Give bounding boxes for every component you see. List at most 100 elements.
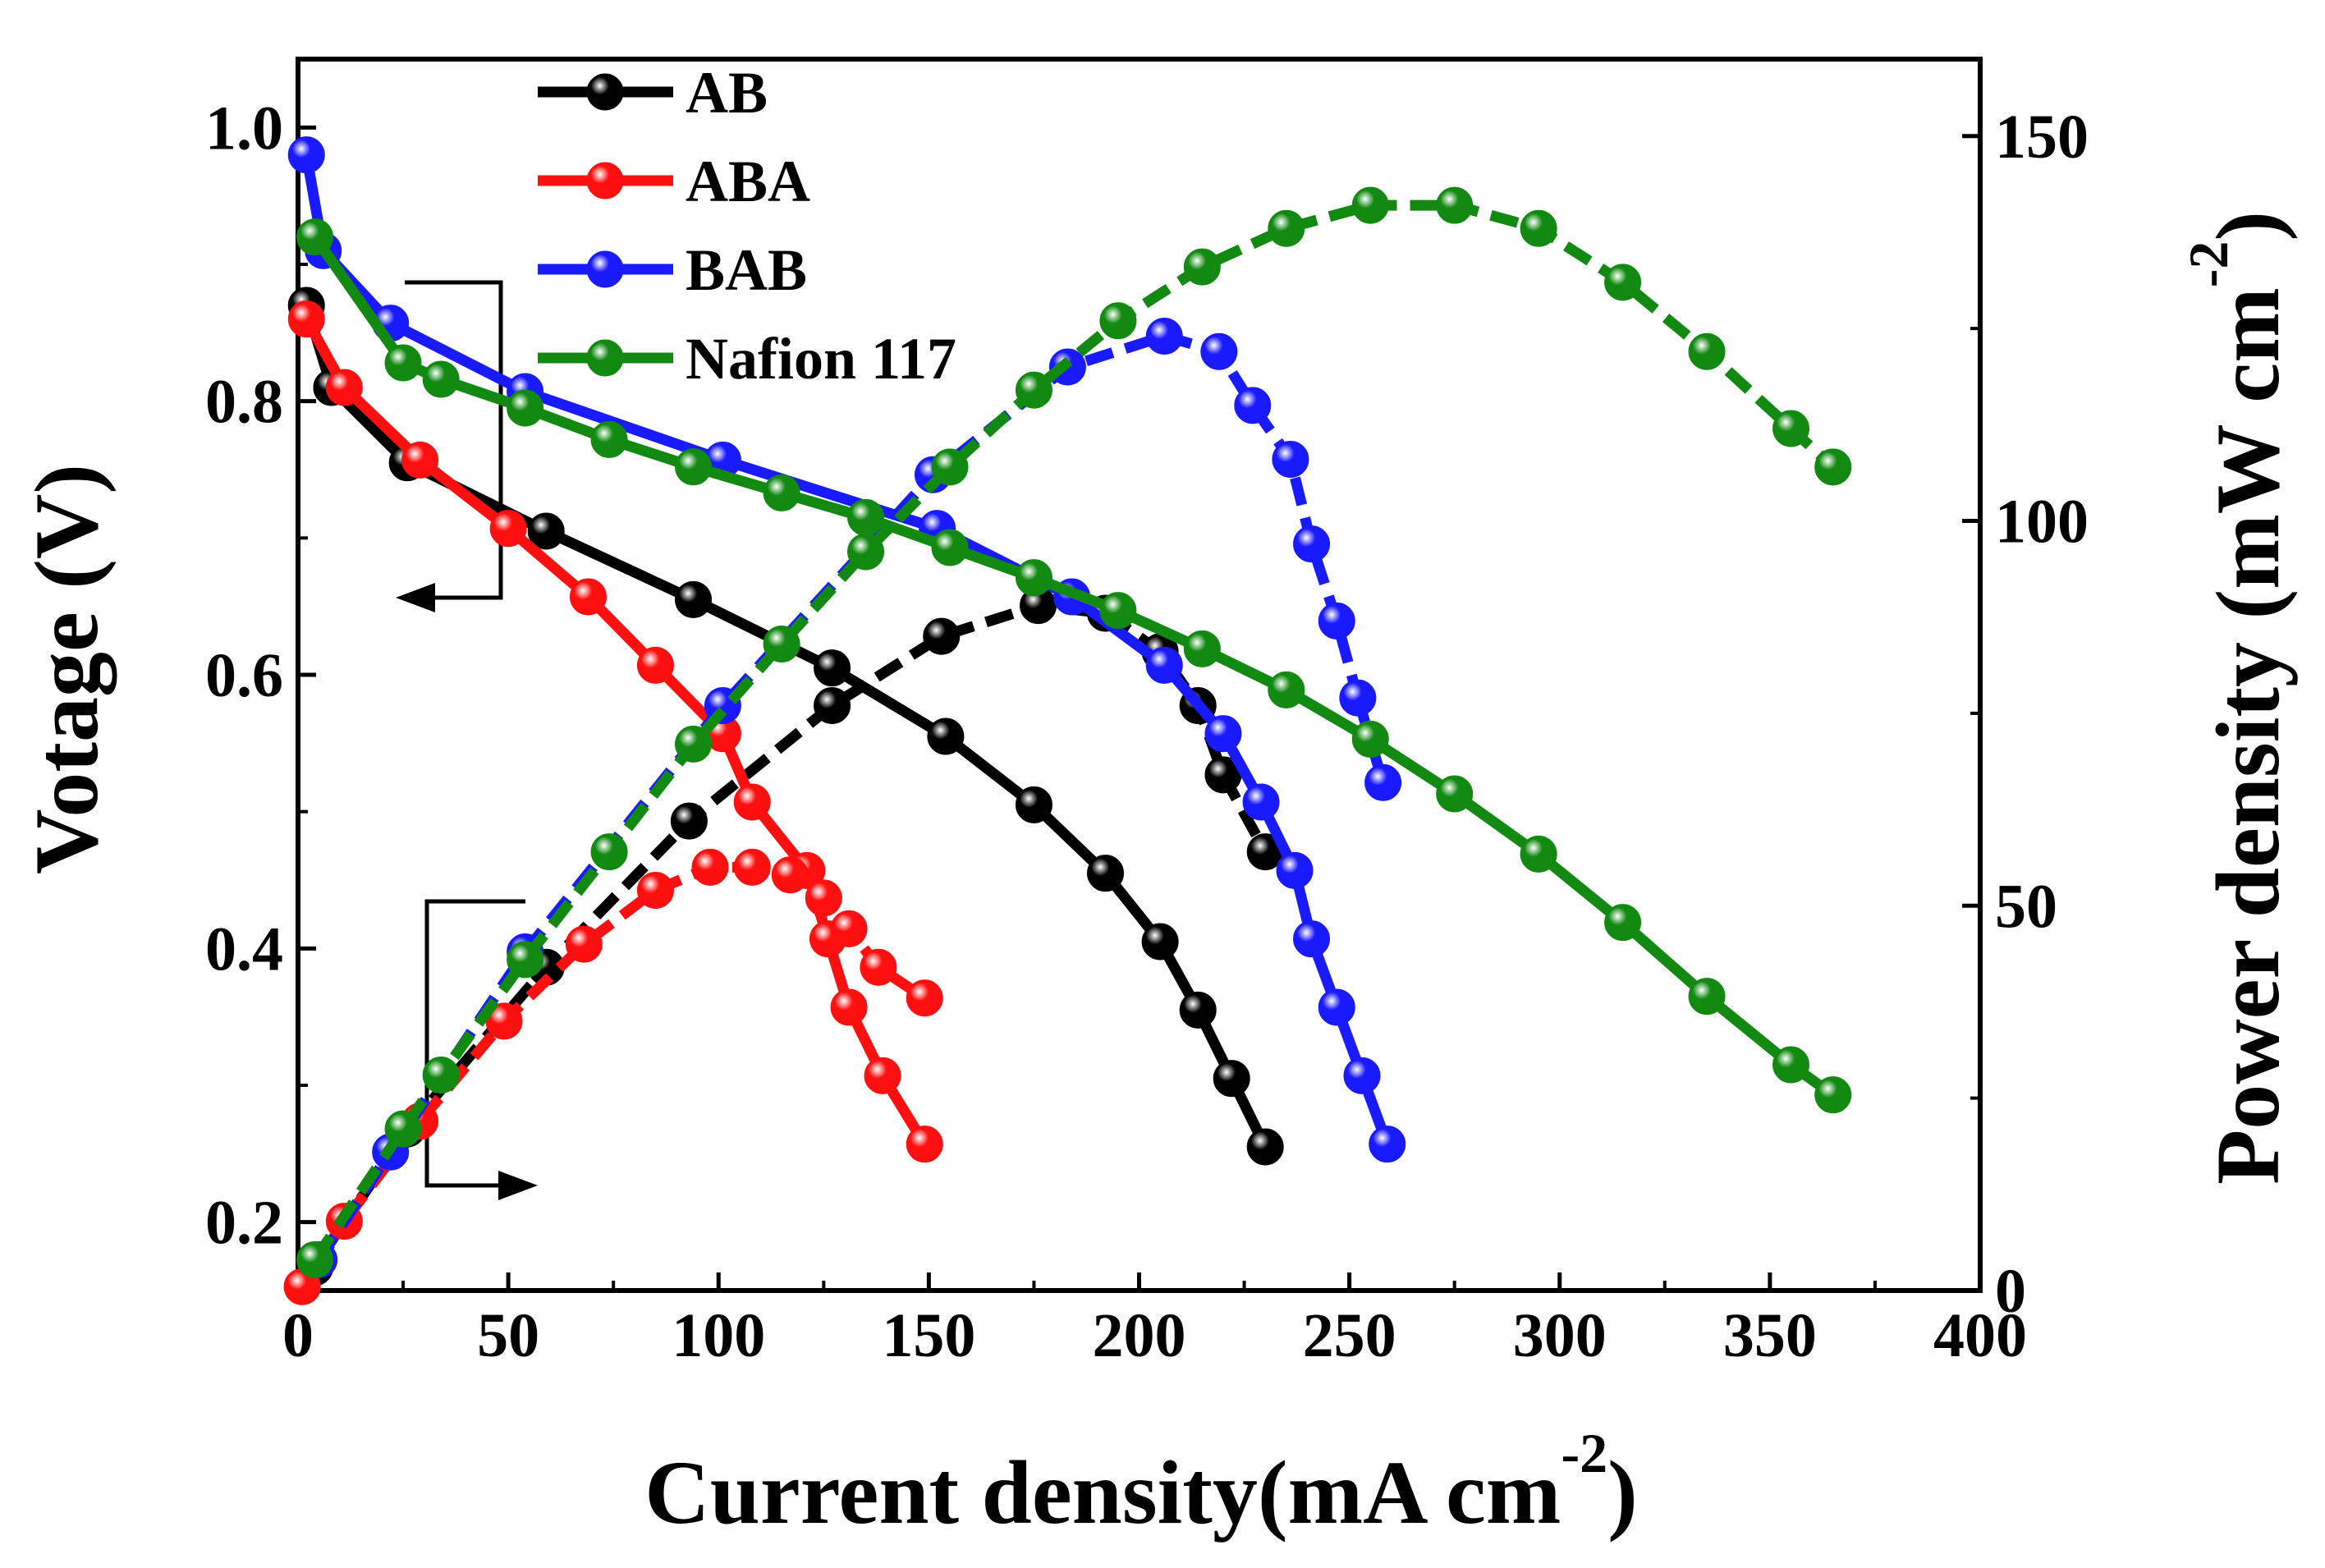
voltage-point [1268,671,1305,708]
voltage-point [287,136,325,174]
voltage-point [733,783,771,821]
power-line-ab [310,600,1270,1271]
voltage-point [1015,559,1052,597]
power-point [1015,371,1052,409]
y-right-tick-label: 100 [1995,488,2089,557]
power-point [296,1241,333,1278]
power-point [931,448,969,486]
voltage-point [1772,1046,1809,1084]
power-point [733,848,771,886]
y-right-axis-title-end: ) [2198,211,2298,241]
voltage-point [1343,1057,1381,1094]
voltage-point [1183,630,1221,667]
power-point [1604,264,1642,301]
y-right-tick-label: 150 [1995,103,2089,172]
power-point [565,925,603,963]
power-point [1183,248,1221,286]
power-point [590,833,628,871]
voltage-point [296,218,333,256]
voltage-point [1204,715,1242,753]
power-point [1293,525,1331,563]
voltage-point [1604,904,1642,942]
x-axis-title-main: Current density(mA cm [644,1442,1561,1543]
voltage-point [1318,988,1355,1026]
voltage-point [1141,923,1179,961]
voltage-point [507,389,544,427]
power-point [1351,186,1389,224]
voltage-point [1814,1076,1852,1114]
plot-frame [296,57,1983,1293]
series-nafion-117 [296,186,1852,1278]
voltage-point [1015,786,1052,823]
voltage-point [847,498,885,536]
power-point [847,533,885,571]
power-point [1268,209,1305,247]
power-point [636,872,674,909]
power-point [771,856,809,894]
y-left-axis-title: Votage (V) [16,464,117,874]
power-point [1272,441,1309,478]
voltage-point [1179,991,1217,1029]
voltage-point [931,529,969,566]
power-point [1364,763,1402,801]
x-tick-label: 0 [282,1301,314,1370]
voltage-point [384,344,422,382]
power-line-bab [314,331,1388,1263]
legend-marker-ab [586,73,624,111]
x-tick-label: 250 [1303,1301,1396,1370]
left-axis-bracket [405,280,503,600]
right-arrow-icon [498,1171,538,1200]
power-point [1099,302,1137,340]
voltage-point [763,474,800,511]
power-point [1814,448,1852,486]
legend-marker-nafion-117 [586,339,624,377]
plot-area [296,57,1983,1293]
voltage-point [1369,1126,1406,1163]
series-ab [287,287,1284,1286]
voltage-point [1436,775,1474,813]
legend-label-nafion-117: Nafion 117 [686,326,956,392]
power-point [1339,679,1377,717]
x-tick-label: 400 [1933,1301,2027,1370]
power-point [1436,186,1474,224]
y-left-tick-label: 0.6 [205,641,283,710]
y-right-axis-title: Power density (mW cm-2) [2177,211,2298,1185]
y-right-axis-title-main: Power density (mW cm [2198,287,2298,1185]
y-left-tick-label: 1.0 [205,94,283,163]
voltage-point [906,1126,943,1163]
power-point [670,802,708,840]
power-point [906,979,943,1017]
power-point [675,725,713,763]
x-tick-label: 200 [1093,1301,1186,1370]
voltage-point [1688,978,1726,1016]
axis-ticks: 0 50 100 150 200 250 300 350 400 0.2 0.4 0.6 0.8 1.0 0… [205,94,2089,1370]
power-point [1145,318,1183,355]
y-left-axis-title-main: Votage (V) [16,464,117,874]
voltage-point [489,510,527,548]
power-point [923,617,961,655]
voltage-point [325,369,363,406]
power-point [1520,209,1557,247]
power-point [384,1110,422,1148]
legend-marker-aba [586,162,624,199]
power-point [860,948,897,986]
voltage-point [927,718,965,755]
voltage-point [527,512,565,550]
power-point [805,879,842,917]
x-tick-label: 50 [477,1301,539,1370]
power-point [763,626,800,663]
legend-label-aba: ABA [686,149,810,214]
series-layer [283,136,1852,1305]
x-tick-label: 300 [1513,1301,1607,1370]
direction-annotations [396,280,538,1200]
x-tick-label: 150 [882,1301,975,1370]
voltage-point [1242,783,1280,821]
x-tick-label: 100 [672,1301,765,1370]
voltage-point [1276,851,1314,889]
voltage-point [1213,1060,1250,1098]
voltage-point [1293,920,1331,958]
voltage-point [830,988,868,1026]
right-axis-bracket [424,899,525,1188]
power-point [814,687,851,724]
